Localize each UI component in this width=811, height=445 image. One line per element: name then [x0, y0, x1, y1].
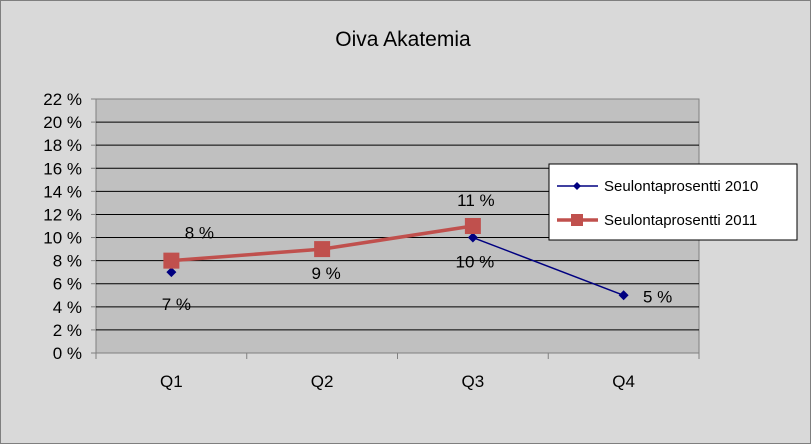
point-2011-q3	[464, 218, 481, 234]
data-label-2010-q1: 7 %	[162, 295, 191, 314]
legend-box	[548, 163, 798, 241]
legend-marker-2010	[573, 182, 581, 190]
y-tick-label-7: 14 %	[43, 182, 82, 201]
x-tick-label-q1: Q1	[160, 372, 183, 391]
series	[163, 218, 629, 301]
data-labels: 7 % 10 % 5 % 8 % 9 % 11 %	[162, 191, 673, 314]
y-tick-label-3: 6 %	[53, 275, 82, 294]
data-label-2010-q4: 5 %	[643, 287, 672, 306]
y-tick-label-10: 20 %	[43, 113, 82, 132]
chart-title: Oiva Akatemia	[335, 28, 471, 51]
y-tick-label-8: 16 %	[43, 159, 82, 178]
y-tick-label-5: 10 %	[43, 229, 82, 248]
series-line-0	[472, 236, 624, 296]
x-tick-label-q3: Q3	[462, 372, 485, 391]
data-label-2011-q3: 11 %	[457, 191, 495, 210]
point-2011-q2	[314, 241, 331, 258]
point-2011-q1	[163, 252, 180, 269]
point-2010-q1	[166, 267, 177, 278]
data-label-2011-q2: 9 %	[311, 264, 340, 283]
legend-label-2010: Seulontaprosentti 2010	[604, 178, 758, 195]
x-tick-label-q2: Q2	[311, 372, 334, 391]
data-label-2010-q3: 10 %	[456, 253, 495, 272]
point-2010-q3	[467, 232, 478, 243]
legend-marker-2011	[571, 214, 583, 226]
data-label-2011-q1: 8 %	[185, 224, 214, 243]
legend-label-2011: Seulontaprosentti 2011	[604, 212, 757, 229]
y-tick-label-1: 2 %	[53, 321, 82, 340]
y-tick-label-9: 18 %	[43, 136, 82, 155]
legend: Seulontaprosentti 2010 Seulontaprosentti…	[548, 163, 798, 241]
y-tick-label-0: 0 %	[53, 344, 82, 363]
y-tick-label-2: 4 %	[53, 298, 82, 317]
x-tick-label-q4: Q4	[612, 372, 635, 391]
y-tick-label-4: 8 %	[53, 252, 82, 271]
point-2010-q4	[618, 290, 629, 301]
axes: 0 % 2 % 4 % 6 % 8 % 10 % 12 % 14 % 16 % 18 % 20 % 2…	[43, 90, 700, 391]
y-tick-label-6: 12 %	[43, 205, 82, 224]
y-tick-label-11: 22 %	[43, 90, 82, 109]
